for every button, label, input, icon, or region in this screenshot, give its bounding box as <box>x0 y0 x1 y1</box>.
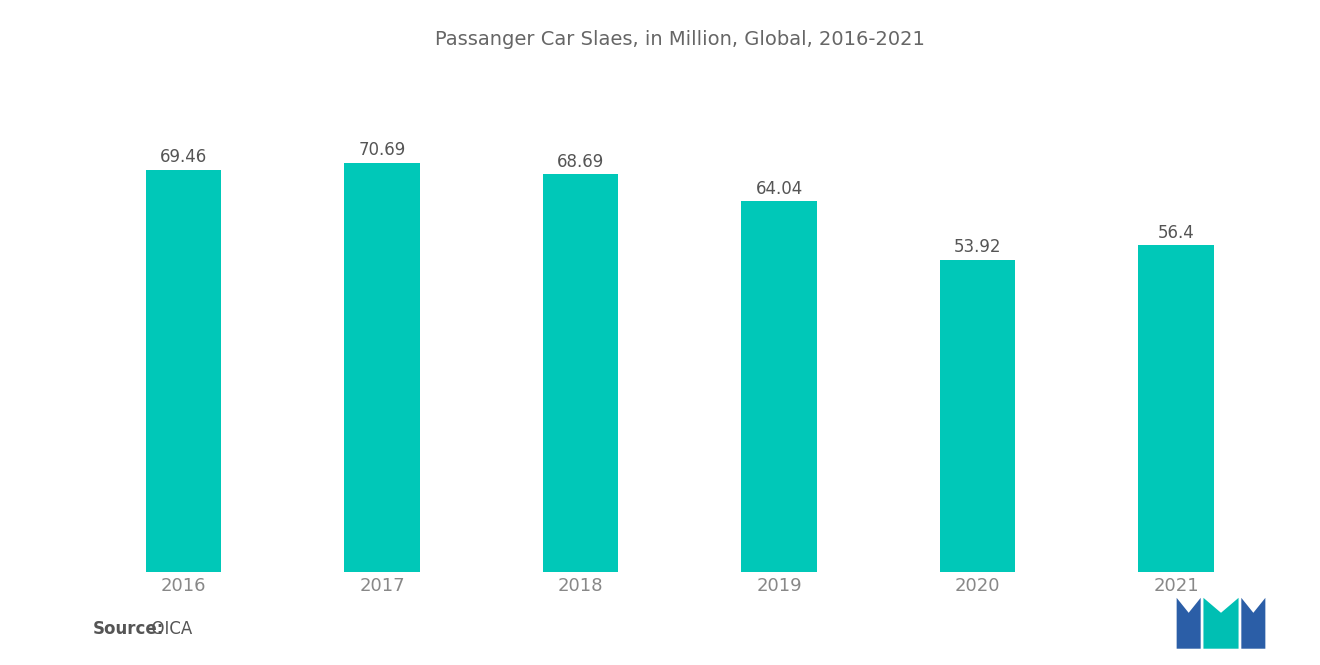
Polygon shape <box>1176 598 1201 649</box>
Text: OICA: OICA <box>141 620 193 638</box>
Text: 70.69: 70.69 <box>359 141 405 159</box>
Bar <box>543 174 618 572</box>
Text: 53.92: 53.92 <box>954 238 1002 256</box>
Text: Source:: Source: <box>92 620 164 638</box>
Polygon shape <box>1241 598 1266 649</box>
Title: Passanger Car Slaes, in Million, Global, 2016-2021: Passanger Car Slaes, in Million, Global,… <box>434 30 925 49</box>
Text: 56.4: 56.4 <box>1158 224 1195 242</box>
Text: 68.69: 68.69 <box>557 153 605 171</box>
Bar <box>145 170 222 572</box>
Polygon shape <box>1204 598 1238 649</box>
Bar <box>345 163 420 572</box>
Bar <box>940 260 1015 572</box>
Bar <box>1138 245 1214 572</box>
Bar <box>742 201 817 572</box>
Text: 64.04: 64.04 <box>755 180 803 198</box>
Text: 69.46: 69.46 <box>160 148 207 166</box>
